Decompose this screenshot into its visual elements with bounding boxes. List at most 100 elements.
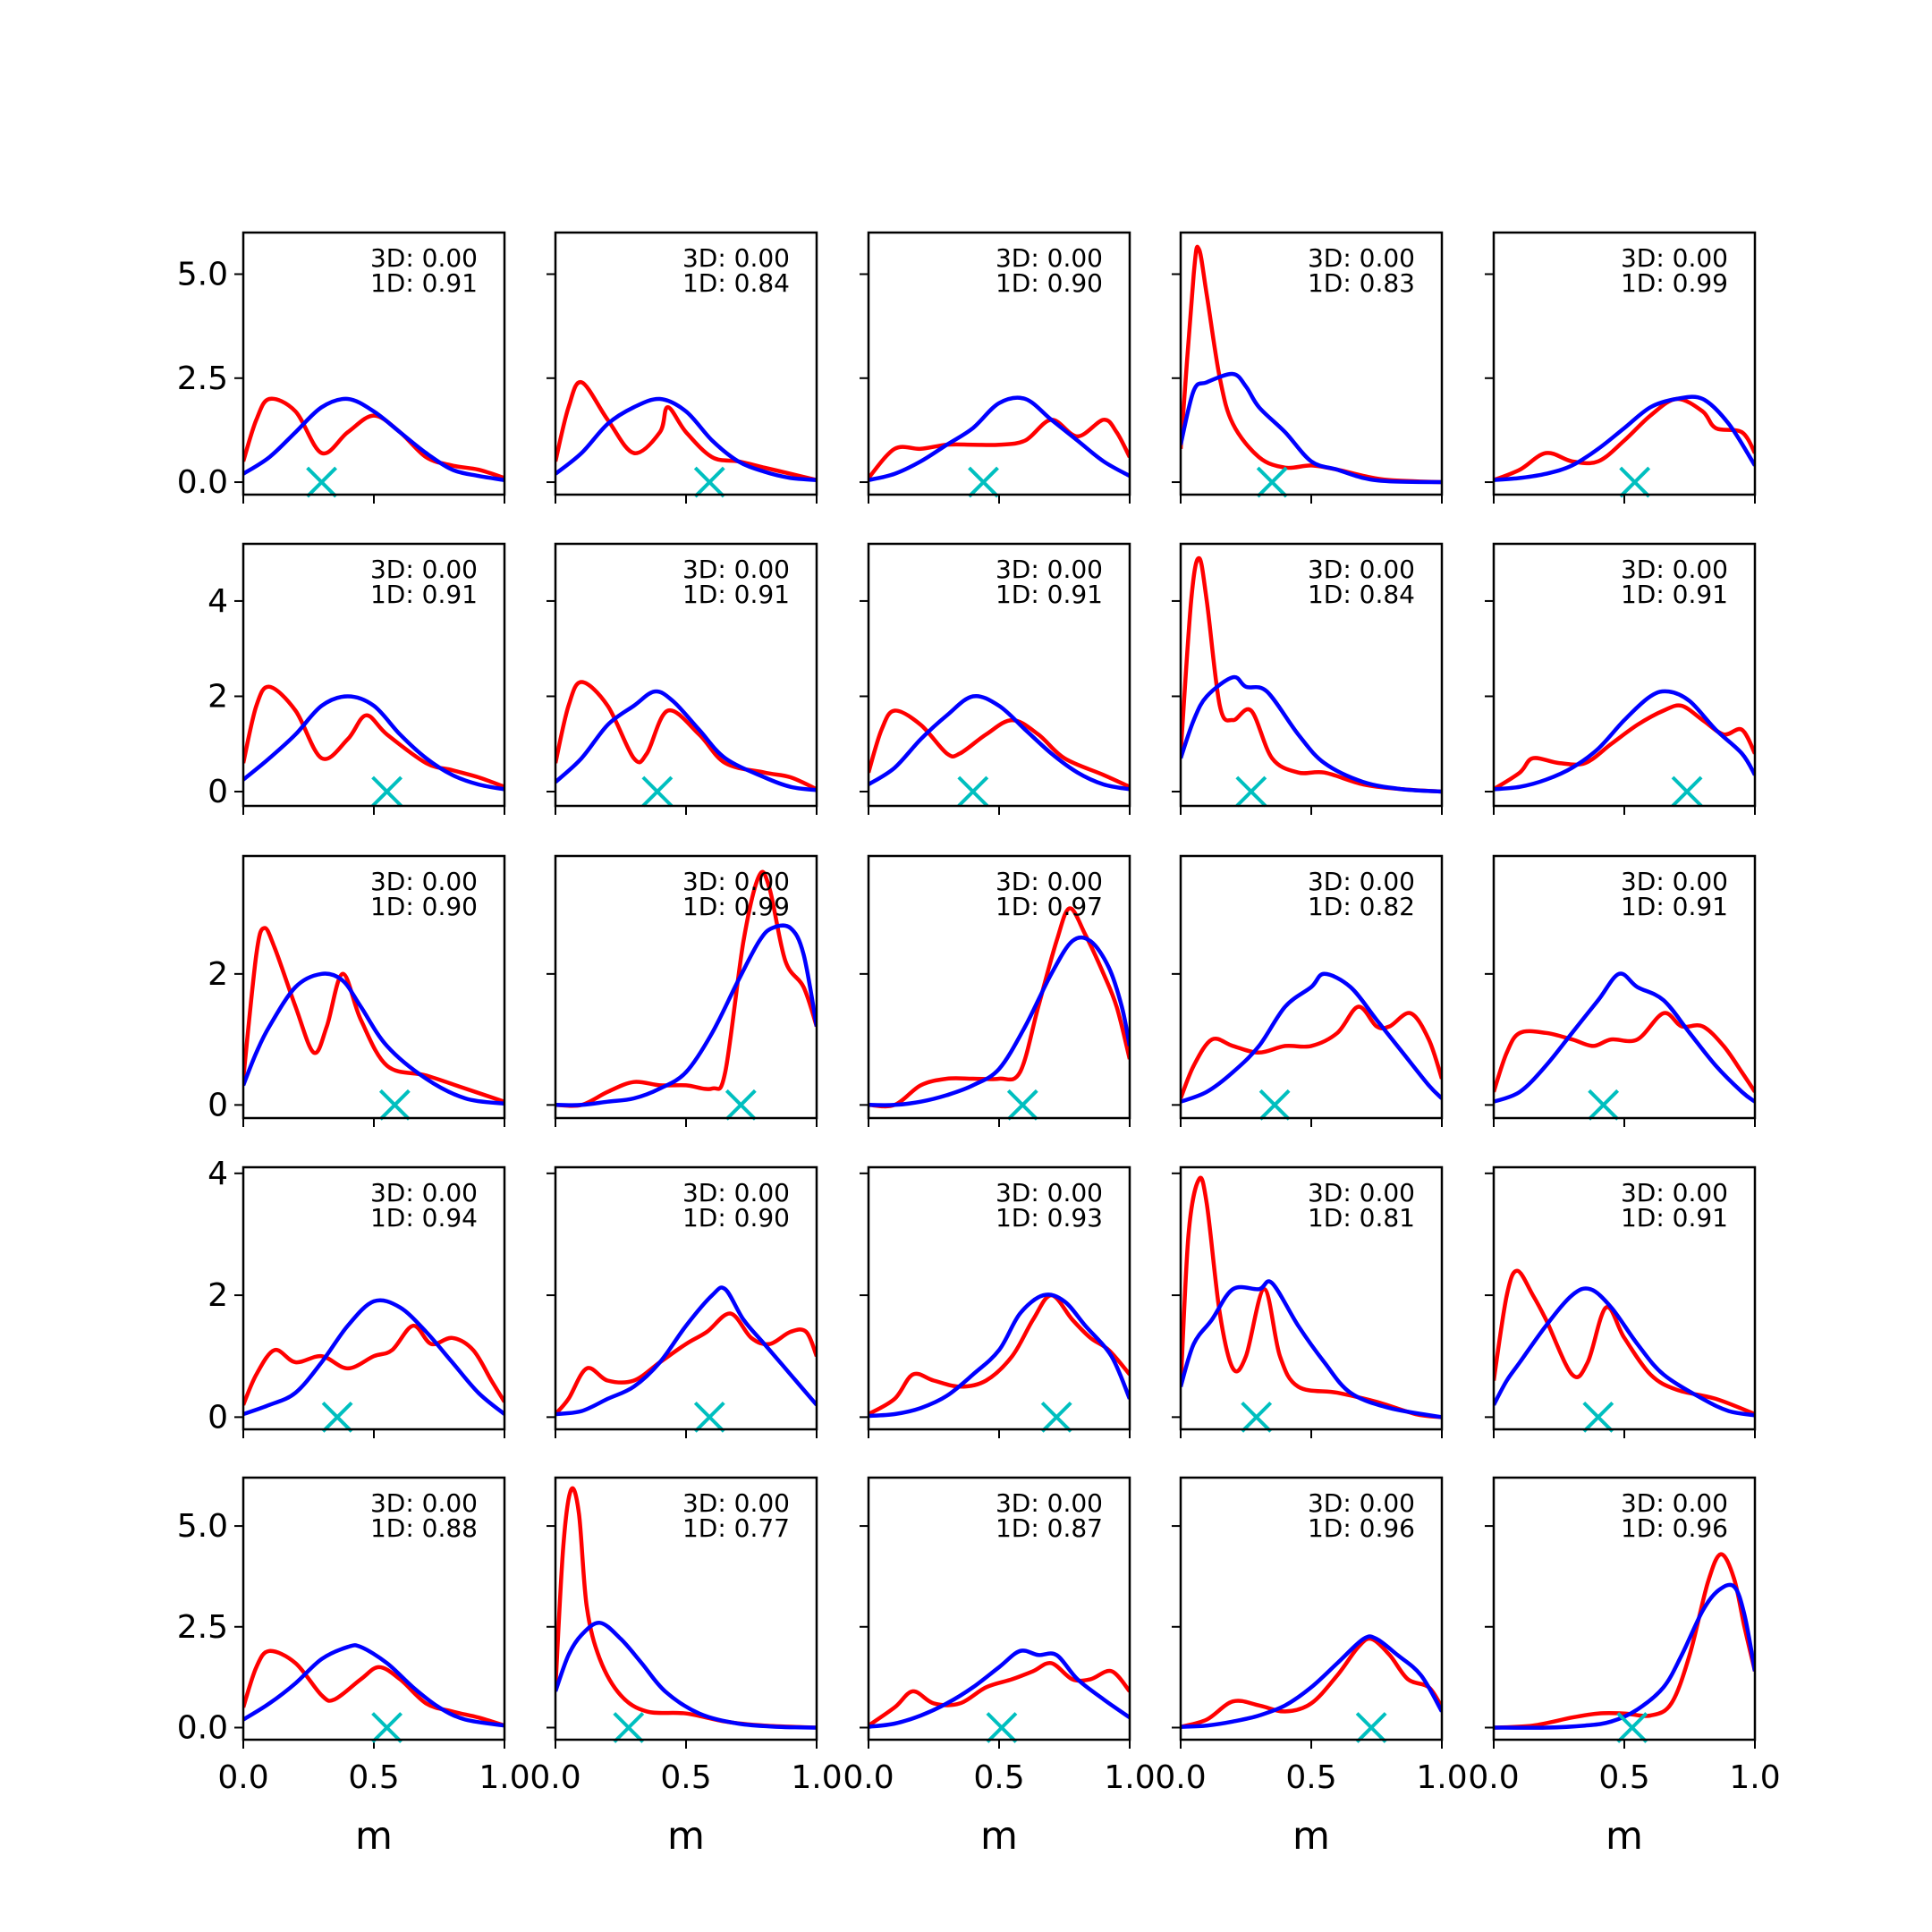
red-density-line xyxy=(1494,1011,1755,1093)
red-density-line xyxy=(1181,1004,1442,1099)
annotation-1d: 1D: 0.99 xyxy=(682,892,790,921)
panel-frame xyxy=(867,542,1131,808)
annotation-1d: 1D: 0.91 xyxy=(996,580,1103,609)
annotation-3d: 3D: 0.00 xyxy=(996,1488,1103,1518)
annotation-3d: 3D: 0.00 xyxy=(370,1488,478,1518)
annotation-1d: 1D: 0.94 xyxy=(370,1203,478,1233)
panel-curves xyxy=(869,1648,1130,1729)
annotation-1d: 1D: 0.83 xyxy=(1308,268,1415,298)
marker-stroke xyxy=(1258,1089,1291,1121)
panel-frame xyxy=(1179,854,1444,1120)
panel-frame xyxy=(867,854,1131,1120)
red-density-line xyxy=(869,1292,1130,1416)
red-density-line xyxy=(869,418,1130,479)
red-density-line xyxy=(1494,1552,1755,1730)
annotation-1d: 1D: 0.91 xyxy=(1621,892,1728,921)
blue-density-line xyxy=(243,1643,504,1728)
panel-curves xyxy=(555,680,817,792)
panel-curves xyxy=(1494,1552,1755,1730)
marker-stroke xyxy=(371,1712,403,1743)
blue-density-line xyxy=(869,1648,1130,1729)
panel-curves xyxy=(1494,394,1755,482)
panel-curves xyxy=(243,1298,504,1417)
annotation-1d: 1D: 0.84 xyxy=(682,268,790,298)
cyan-x-marker xyxy=(724,1089,757,1121)
annotation-3d: 3D: 0.00 xyxy=(370,243,478,273)
marker-stroke xyxy=(1588,1089,1620,1121)
y-tick-label: 0.0 xyxy=(177,464,228,501)
x-tick-label: 0.0 xyxy=(843,1759,894,1796)
marker-stroke xyxy=(1235,775,1267,808)
cyan-x-marker xyxy=(957,775,989,808)
panel-curves xyxy=(869,1292,1130,1419)
blue-density-line xyxy=(555,1285,817,1417)
marker-stroke xyxy=(1616,1712,1648,1743)
y-tick-label: 4 xyxy=(208,1156,228,1192)
red-density-line xyxy=(869,1660,1130,1728)
red-density-line xyxy=(1181,1636,1442,1729)
cyan-x-marker xyxy=(1671,775,1703,808)
panel-curves xyxy=(555,869,817,1108)
x-tick-label: 0.5 xyxy=(1285,1759,1336,1796)
x-tick-label: 0.0 xyxy=(1155,1759,1206,1796)
blue-density-line xyxy=(1181,371,1442,485)
annotation-3d: 3D: 0.00 xyxy=(682,1178,790,1208)
x-tick-label: 1.0 xyxy=(1416,1759,1467,1796)
marker-stroke xyxy=(986,1712,1018,1743)
cyan-x-marker xyxy=(986,1712,1018,1743)
panel-frame xyxy=(1492,231,1757,496)
panel-frame xyxy=(242,1165,506,1431)
y-tick-label: 2.5 xyxy=(177,360,228,397)
annotation-1d: 1D: 0.91 xyxy=(1621,580,1728,609)
panel-curves xyxy=(243,684,504,792)
annotation-3d: 3D: 0.00 xyxy=(1308,1488,1415,1518)
blue-density-line xyxy=(869,935,1130,1107)
panel-curves xyxy=(1181,971,1442,1104)
x-axis-label: m xyxy=(1606,1814,1643,1859)
marker-stroke xyxy=(693,466,725,498)
annotation-1d: 1D: 0.93 xyxy=(996,1203,1103,1233)
red-density-line xyxy=(555,1311,817,1416)
annotation-3d: 3D: 0.00 xyxy=(1308,243,1415,273)
blue-density-line xyxy=(243,694,504,792)
annotation-3d: 3D: 0.00 xyxy=(1308,1178,1415,1208)
y-tick-label: 2 xyxy=(208,956,228,993)
x-tick-label: 0.5 xyxy=(1598,1759,1649,1796)
marker-stroke xyxy=(693,1401,725,1433)
cyan-x-marker xyxy=(1256,466,1288,498)
y-tick-label: 2.5 xyxy=(177,1609,228,1646)
panel-curves xyxy=(1494,971,1755,1104)
red-density-line xyxy=(1494,396,1755,482)
blue-density-line xyxy=(1181,1279,1442,1419)
red-density-line xyxy=(243,684,504,789)
annotation-3d: 3D: 0.00 xyxy=(682,1488,790,1518)
y-tick-label: 5.0 xyxy=(177,1508,228,1545)
panel-curves xyxy=(243,926,504,1106)
annotation-3d: 3D: 0.00 xyxy=(370,555,478,584)
panel-frame xyxy=(1179,1165,1444,1431)
annotation-3d: 3D: 0.00 xyxy=(996,867,1103,896)
panel-frame xyxy=(867,231,1131,496)
cyan-x-marker xyxy=(1582,1401,1614,1433)
annotation-1d: 1D: 0.91 xyxy=(370,580,478,609)
blue-density-line xyxy=(1181,971,1442,1104)
annotation-1d: 1D: 0.81 xyxy=(1308,1203,1415,1233)
blue-density-line xyxy=(1494,394,1755,482)
panel-frame xyxy=(1179,542,1444,808)
panel-frame xyxy=(867,1476,1131,1741)
red-density-line xyxy=(555,869,817,1108)
red-density-line xyxy=(555,380,817,482)
